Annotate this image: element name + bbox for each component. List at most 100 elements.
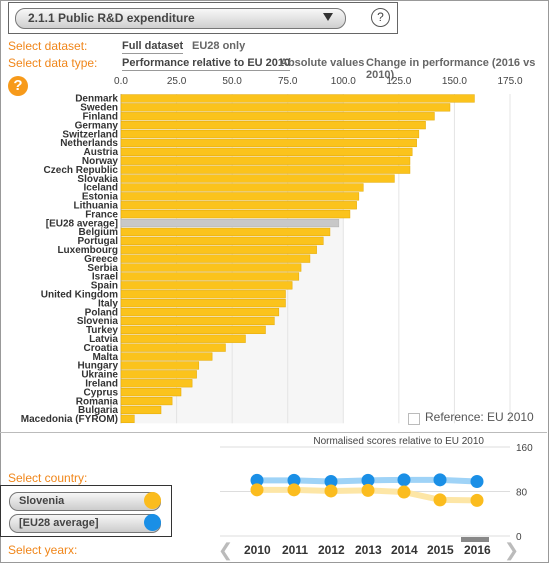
- dataset-option-eu28[interactable]: EU28 only: [192, 40, 246, 52]
- year-option[interactable]: 2012: [318, 543, 345, 557]
- indicator-dropdown[interactable]: 2.1.1 Public R&D expenditure: [15, 8, 346, 29]
- category-label: Ireland: [85, 379, 118, 390]
- bar[interactable]: [120, 236, 324, 245]
- year-option[interactable]: 2013: [355, 543, 382, 557]
- bar[interactable]: [120, 396, 173, 406]
- bar[interactable]: [120, 183, 364, 192]
- country-pill-eu28[interactable]: [EU28 average]: [9, 514, 161, 533]
- reference-checkbox[interactable]: [408, 413, 420, 425]
- bar[interactable]: [120, 272, 300, 281]
- bar[interactable]: [120, 343, 226, 352]
- bar[interactable]: [120, 405, 162, 415]
- category-label: Croatia: [84, 343, 119, 354]
- year-option[interactable]: 2011: [282, 543, 309, 557]
- bar[interactable]: [120, 218, 340, 228]
- category-label: France: [85, 209, 118, 220]
- datatype-option-absolute[interactable]: Absolute values: [280, 57, 365, 69]
- bar[interactable]: [120, 307, 280, 317]
- bar[interactable]: [120, 103, 451, 112]
- bar[interactable]: [120, 414, 135, 423]
- bar[interactable]: [120, 112, 435, 121]
- data-point[interactable]: [287, 483, 301, 497]
- bar[interactable]: [120, 290, 286, 299]
- bar[interactable]: [120, 325, 266, 334]
- bar[interactable]: [120, 192, 360, 201]
- datatype-option-change[interactable]: Change in performance (2016 vs 2010): [366, 57, 536, 81]
- data-point[interactable]: [433, 473, 447, 487]
- datatype-label: Select data type:: [8, 56, 98, 70]
- category-label: Austria: [84, 147, 119, 158]
- category-label: Turkey: [86, 325, 118, 336]
- y-tick-label: 0: [516, 532, 522, 543]
- year-option[interactable]: 2015: [427, 543, 454, 557]
- bar[interactable]: [120, 352, 213, 361]
- data-point[interactable]: [470, 474, 484, 488]
- dataset-option-full[interactable]: Full dataset: [122, 40, 184, 54]
- help-circle-icon[interactable]: ?: [8, 76, 28, 96]
- category-label: Poland: [85, 307, 118, 318]
- bar[interactable]: [120, 370, 197, 379]
- chevron-left-icon[interactable]: ❮: [218, 540, 234, 560]
- selected-year-marker: [461, 537, 489, 542]
- country-select-label: Select country:: [8, 471, 88, 485]
- year-option[interactable]: 2010: [244, 543, 271, 557]
- bar[interactable]: [120, 210, 351, 219]
- bar[interactable]: [120, 201, 357, 210]
- year-option-selected[interactable]: 2016: [464, 543, 491, 557]
- datatype-option-relative[interactable]: Performance relative to EU 2010: [122, 57, 291, 71]
- country-pill-slovenia[interactable]: Slovenia: [9, 492, 161, 511]
- bar[interactable]: [120, 379, 193, 388]
- category-label: Slovenia: [77, 316, 119, 327]
- data-point[interactable]: [361, 473, 375, 487]
- data-point[interactable]: [324, 484, 338, 498]
- bar[interactable]: [120, 254, 311, 263]
- help-icon[interactable]: ?: [371, 8, 390, 27]
- bar[interactable]: [120, 129, 420, 139]
- category-label: Italy: [98, 298, 118, 309]
- category-label: Bulgaria: [78, 405, 118, 416]
- category-label: Netherlands: [60, 138, 118, 149]
- data-point[interactable]: [250, 483, 264, 497]
- bar[interactable]: [120, 388, 182, 397]
- bar[interactable]: [120, 138, 417, 148]
- category-label: Switzerland: [62, 129, 118, 140]
- bar[interactable]: [120, 227, 331, 237]
- country-pill-label: [EU28 average]: [19, 517, 99, 529]
- bar[interactable]: [120, 245, 317, 254]
- bar[interactable]: [120, 316, 275, 326]
- category-label: Estonia: [82, 192, 119, 203]
- bar[interactable]: [120, 174, 395, 183]
- category-label: Macedonia (FYROM): [21, 414, 118, 425]
- x-tick-label: 0.0: [114, 76, 128, 87]
- bar[interactable]: [120, 165, 411, 174]
- data-point[interactable]: [433, 493, 447, 507]
- chevron-right-icon[interactable]: ❯: [504, 540, 520, 560]
- country-select-panel: Slovenia [EU28 average]: [0, 485, 172, 537]
- bar[interactable]: [120, 121, 426, 130]
- bar[interactable]: [120, 281, 293, 290]
- divider: [0, 432, 547, 433]
- bar[interactable]: [120, 334, 246, 343]
- category-label: Portugal: [77, 236, 118, 247]
- data-point[interactable]: [470, 493, 484, 507]
- data-point[interactable]: [324, 474, 338, 488]
- indicator-panel: 2.1.1 Public R&D expenditure ?: [8, 2, 398, 34]
- bar[interactable]: [120, 361, 200, 370]
- bar[interactable]: [120, 299, 286, 308]
- bar[interactable]: [120, 263, 302, 272]
- line-chart: 160 80 0 Normalised scores relative to EU 2…: [220, 436, 533, 543]
- category-label: Sweden: [80, 103, 118, 114]
- country-color-dot: [144, 514, 161, 531]
- data-point[interactable]: [397, 485, 411, 499]
- data-point[interactable]: [397, 473, 411, 487]
- data-point[interactable]: [287, 473, 301, 487]
- x-tick-label: 25.0: [167, 76, 187, 87]
- data-point[interactable]: [361, 483, 375, 497]
- year-option[interactable]: 2014: [391, 543, 418, 557]
- bar[interactable]: [120, 94, 475, 103]
- bar[interactable]: [120, 147, 413, 156]
- bar[interactable]: [120, 156, 411, 165]
- category-label: Iceland: [84, 183, 118, 194]
- data-point[interactable]: [250, 473, 264, 487]
- category-label: Lithuania: [74, 201, 119, 212]
